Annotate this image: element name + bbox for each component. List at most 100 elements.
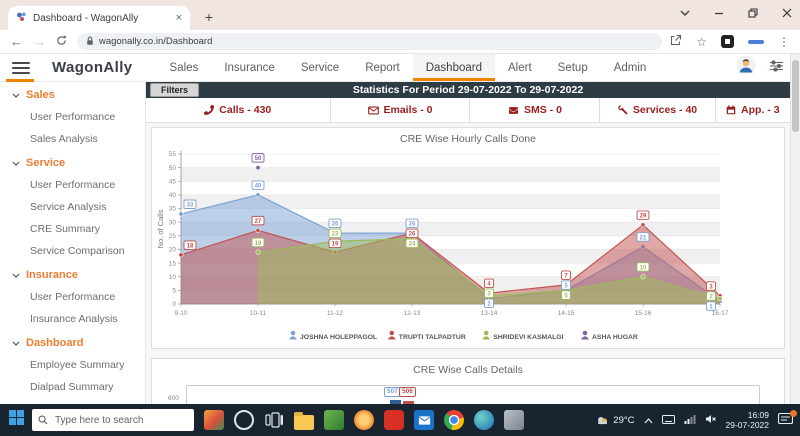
svg-text:19: 19 [332,242,339,248]
sidebar-item-user-performance-sales[interactable]: User Performance [30,111,116,123]
search-tabs-icon[interactable] [676,4,694,22]
restore-button[interactable] [744,4,762,22]
stat-appointments[interactable]: App. - 3 [716,98,790,122]
settings-sliders-icon[interactable] [769,59,784,77]
back-icon[interactable]: ← [10,34,23,49]
close-button[interactable] [778,4,796,22]
svg-text:16-17: 16-17 [712,310,729,317]
cloud-icon [598,417,608,425]
sidebar-item-sales-analysis[interactable]: Sales Analysis [30,133,98,145]
reload-icon[interactable] [56,34,67,49]
orange-app-icon[interactable] [354,410,374,430]
gray-photo-app-icon[interactable] [504,410,524,430]
red-app-icon[interactable] [384,410,404,430]
nav-admin[interactable]: Admin [613,61,647,74]
svg-text:10: 10 [640,265,647,271]
scrollbar-thumb[interactable] [792,60,799,132]
lock-icon [86,33,94,51]
svg-text:23: 23 [332,232,339,238]
chrome-icon[interactable] [444,410,464,430]
svg-text:3: 3 [709,284,713,290]
notification-badge [790,410,797,417]
keyboard-icon[interactable] [661,411,675,429]
sidebar-item-employee-summary[interactable]: Employee Summary [30,359,125,371]
user-avatar[interactable] [736,55,756,80]
email-icon [367,106,379,114]
minimize-button[interactable] [710,4,728,22]
edge-icon[interactable] [474,410,494,430]
nav-service[interactable]: Service [300,61,340,74]
clock[interactable]: 16:09 29-07-2022 [726,410,769,430]
filters-button[interactable]: Filters [150,83,200,97]
sidebar-section-service[interactable]: Service [0,150,145,174]
services-icon [618,105,628,115]
browser-menu-icon[interactable]: ⋮ [778,34,790,49]
nav-setup[interactable]: Setup [557,61,588,74]
svg-text:5: 5 [564,284,568,290]
page-scrollbar[interactable] [790,54,800,404]
mail-app-icon[interactable] [414,410,434,430]
task-view-icon[interactable] [264,410,284,430]
nav-dashboard[interactable]: Dashboard [412,54,495,81]
sidebar-section-dashboard[interactable]: Dashboard [0,330,145,354]
phone-icon [204,105,215,115]
system-tray: 29°C 16:09 29-07-2022 [596,410,797,430]
nav-report[interactable]: Report [365,61,400,74]
svg-text:5: 5 [564,294,568,300]
network-icon[interactable] [684,411,696,429]
url-field[interactable]: wagonally.co.in/Dashboard [77,33,663,51]
stat-calls[interactable]: Calls - 430 [146,98,331,122]
svg-text:SHRIDEVI KASMALGI: SHRIDEVI KASMALGI [493,334,563,341]
new-tab-button[interactable]: + [204,9,214,25]
green-photo-app-icon[interactable] [324,410,344,430]
sms-icon [509,106,519,114]
stat-services[interactable]: Services - 40 [600,98,716,122]
calls-details-panel: CRE Wise Calls Details 600 507 506 [151,358,785,404]
search-input[interactable] [53,413,177,427]
browser-tab[interactable]: Dashboard - WagonAlly × [8,6,190,30]
tab-close-icon[interactable]: × [175,12,182,24]
nav-insurance[interactable]: Insurance [224,61,275,74]
sidebar-item-insurance-analysis[interactable]: Insurance Analysis [30,313,118,325]
sidebar-item-service-analysis[interactable]: Service Analysis [30,201,107,213]
y-axis-tick: 600 [168,395,179,402]
sidebar-section-insurance[interactable]: Insurance [0,262,145,286]
share-icon[interactable] [670,33,682,51]
file-explorer-icon[interactable] [294,411,314,430]
volume-icon[interactable] [705,411,717,429]
profile-avatar[interactable] [721,35,734,48]
sidebar-item-dialpad-summary[interactable]: Dialpad Summary [30,381,114,393]
bookmark-star-icon[interactable]: ☆ [696,34,707,49]
sidebar-item-service-comparison[interactable]: Service Comparison [30,245,125,257]
extension-pin-icon[interactable] [748,39,764,44]
nav-sales[interactable]: Sales [169,61,199,74]
sidebar-item-cre-summary[interactable]: CRE Summary [30,223,101,235]
sidebar: Sales User Performance Sales Analysis Se… [0,82,146,404]
weather-widget[interactable]: 29°C [596,415,635,426]
nav-alert[interactable]: Alert [508,61,532,74]
hamburger-menu-icon[interactable] [12,61,30,74]
calls-details-plot [186,385,760,404]
svg-text:10-11: 10-11 [250,310,267,317]
photo-app-icon[interactable] [204,410,224,430]
stat-sms[interactable]: SMS - 0 [470,98,601,122]
sidebar-item-user-performance-service[interactable]: User Performance [30,179,116,191]
hamburger-active-underline [6,79,34,82]
cortana-icon[interactable] [234,410,254,430]
windows-taskbar: 29°C 16:09 29-07-2022 [0,404,800,436]
chevron-down-icon [12,161,20,166]
main-content: Filters Statistics For Period 29-07-2022… [146,82,790,404]
notification-icon[interactable] [777,410,797,427]
header-actions [736,55,784,80]
svg-text:12-13: 12-13 [404,310,421,317]
sidebar-section-sales[interactable]: Sales [0,82,145,106]
taskbar-search[interactable] [32,409,194,431]
svg-text:15: 15 [169,260,177,267]
start-button[interactable] [9,410,24,430]
stat-emails[interactable]: Emails - 0 [331,98,471,122]
tray-expand-icon[interactable] [644,411,653,429]
svg-text:ASHA HUGAR: ASHA HUGAR [592,334,638,341]
sidebar-item-user-performance-insurance[interactable]: User Performance [30,291,116,303]
forward-icon[interactable]: → [33,34,46,49]
brand-logo[interactable]: WagonAlly [52,59,133,76]
